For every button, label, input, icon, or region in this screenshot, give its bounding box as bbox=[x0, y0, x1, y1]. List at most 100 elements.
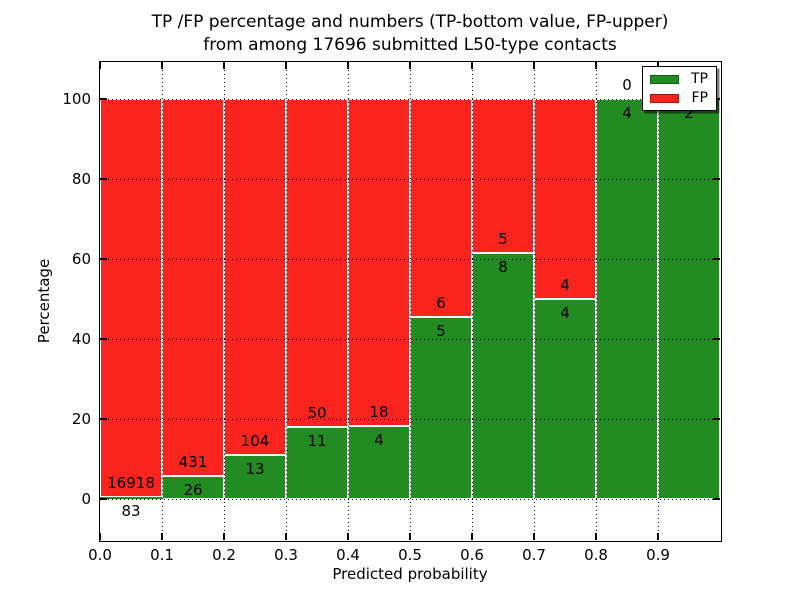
y-tick-mark bbox=[100, 498, 107, 500]
y-tick-mark bbox=[100, 418, 107, 420]
gridline-vertical bbox=[347, 62, 349, 540]
x-tick-mark bbox=[347, 533, 349, 540]
fp-count-label: 104 bbox=[240, 431, 270, 450]
fp-count-label: 5 bbox=[498, 229, 508, 248]
y-tick-mark bbox=[100, 178, 107, 180]
gridline-vertical bbox=[285, 62, 287, 540]
tp-count-label: 5 bbox=[436, 322, 446, 341]
fp-count-label: 0 bbox=[622, 76, 632, 94]
tp-color-swatch bbox=[650, 74, 679, 84]
gridline-vertical bbox=[471, 62, 473, 540]
plot-area: TP FP 1691883431261041350111846558440402 bbox=[98, 60, 722, 542]
bar-segment-tp bbox=[596, 99, 658, 499]
tp-count-label: 26 bbox=[183, 481, 203, 500]
y-tick-mark-right bbox=[713, 178, 720, 180]
chart-title-line1: TP /FP percentage and numbers (TP-bottom… bbox=[151, 12, 669, 32]
x-tick-mark-top bbox=[409, 62, 411, 69]
gridline-horizontal bbox=[100, 498, 720, 500]
x-tick-mark-top bbox=[657, 62, 659, 69]
tp-count-label: 83 bbox=[121, 502, 141, 521]
y-tick-mark-right bbox=[713, 338, 720, 340]
fp-count-label: 16918 bbox=[107, 474, 155, 493]
gridline-vertical bbox=[409, 62, 411, 540]
x-tick-label: 0.6 bbox=[460, 546, 484, 564]
fp-count-label: 4 bbox=[560, 276, 570, 294]
y-tick-mark bbox=[100, 338, 107, 340]
y-tick-label: 60 bbox=[71, 250, 91, 268]
bar-segment-tp bbox=[348, 426, 410, 499]
x-tick-label: 0.4 bbox=[336, 546, 360, 564]
y-tick-mark bbox=[100, 258, 107, 260]
bar-segment-fp bbox=[348, 99, 410, 427]
legend-label-tp: TP bbox=[691, 71, 708, 87]
bar-segment-fp bbox=[224, 99, 286, 455]
x-tick-label: 0.8 bbox=[584, 546, 608, 564]
y-tick-mark bbox=[100, 98, 107, 100]
x-tick-mark bbox=[471, 533, 473, 540]
x-tick-mark-top bbox=[161, 62, 163, 69]
y-tick-label: 40 bbox=[71, 330, 91, 348]
bar-segment-tp bbox=[224, 454, 286, 499]
y-tick-label: 20 bbox=[71, 410, 91, 428]
gridline-horizontal bbox=[100, 98, 720, 100]
x-tick-mark bbox=[161, 533, 163, 540]
x-tick-label: 0.2 bbox=[212, 546, 236, 564]
legend-label-fp: FP bbox=[691, 90, 709, 106]
x-tick-mark bbox=[595, 533, 597, 540]
x-tick-mark bbox=[409, 533, 411, 540]
x-tick-label: 0.0 bbox=[88, 546, 112, 564]
x-tick-mark bbox=[223, 533, 225, 540]
y-tick-mark-right bbox=[713, 418, 720, 420]
fp-count-label: 18 bbox=[369, 403, 389, 422]
fp-count-label: 431 bbox=[178, 453, 208, 472]
x-tick-label: 0.1 bbox=[150, 546, 174, 564]
x-tick-mark-top bbox=[99, 62, 101, 69]
tp-count-label: 8 bbox=[498, 257, 508, 276]
bar-segment-tp bbox=[472, 252, 534, 499]
y-tick-label: 80 bbox=[71, 170, 91, 188]
gridline-horizontal bbox=[100, 338, 720, 340]
x-tick-mark-top bbox=[595, 62, 597, 69]
x-tick-label: 0.7 bbox=[522, 546, 546, 564]
tp-count-label: 4 bbox=[560, 304, 570, 322]
y-tick-label: 0 bbox=[81, 490, 91, 508]
fp-color-swatch bbox=[650, 93, 679, 103]
chart-title: TP /FP percentage and numbers (TP-bottom… bbox=[100, 11, 720, 57]
x-tick-mark bbox=[285, 533, 287, 540]
legend-item-fp: FP bbox=[650, 91, 708, 105]
x-tick-label: 0.5 bbox=[398, 546, 422, 564]
tp-count-label: 13 bbox=[245, 459, 265, 478]
y-tick-mark-right bbox=[713, 498, 720, 500]
tp-count-label: 4 bbox=[374, 431, 384, 450]
bar-segment-fp bbox=[286, 99, 348, 427]
gridline-vertical bbox=[161, 62, 163, 540]
x-tick-mark-top bbox=[347, 62, 349, 69]
gridline-horizontal bbox=[100, 178, 720, 180]
x-tick-mark bbox=[99, 533, 101, 540]
y-tick-label: 100 bbox=[62, 90, 91, 108]
bar-segment-fp bbox=[162, 99, 224, 477]
gridline-vertical bbox=[223, 62, 225, 540]
bar-segment-tp bbox=[100, 497, 162, 499]
x-tick-mark-top bbox=[533, 62, 535, 69]
gridline-horizontal bbox=[100, 258, 720, 260]
fp-count-label: 50 bbox=[307, 403, 327, 422]
legend: TP FP bbox=[642, 66, 717, 111]
gridline-vertical bbox=[533, 62, 535, 540]
bar-segment-fp bbox=[100, 99, 162, 498]
y-tick-mark-right bbox=[713, 258, 720, 260]
tp-count-label: 11 bbox=[307, 431, 327, 450]
x-tick-mark bbox=[533, 533, 535, 540]
gridline-vertical bbox=[595, 62, 597, 540]
gridline-horizontal bbox=[100, 418, 720, 420]
bar-segment-fp bbox=[534, 99, 596, 299]
bar-segment-fp bbox=[410, 99, 472, 318]
tp-count-label: 2 bbox=[684, 104, 694, 122]
x-tick-mark bbox=[657, 533, 659, 540]
fp-count-label: 6 bbox=[436, 294, 446, 313]
chart-title-line2: from among 17696 submitted L50-type cont… bbox=[203, 35, 617, 55]
bar-segment-tp bbox=[410, 317, 472, 499]
x-tick-label: 0.9 bbox=[646, 546, 670, 564]
x-axis-label: Predicted probability bbox=[332, 565, 488, 583]
